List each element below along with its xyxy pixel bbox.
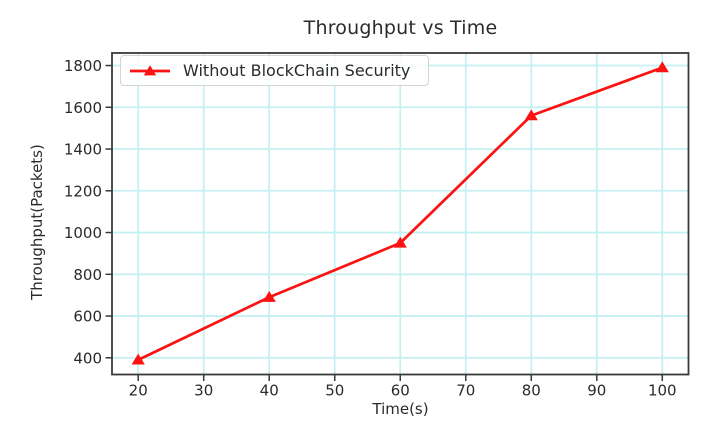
legend-line-marker-icon — [130, 64, 170, 75]
series-marker-triangle — [524, 109, 538, 121]
legend: Without BlockChain Security — [120, 55, 429, 86]
y-axis-label: Throughput(Packets) — [28, 144, 46, 300]
y-tick-label: 1000 — [64, 224, 102, 242]
y-tick-label: 1600 — [64, 99, 102, 117]
x-tick-label: 90 — [587, 382, 606, 400]
series-marker-triangle — [262, 291, 276, 302]
y-tick-label: 400 — [73, 349, 102, 367]
x-tick-label: 30 — [194, 382, 213, 400]
series-marker-triangle — [131, 353, 145, 365]
series-marker-triangle — [655, 61, 669, 73]
x-axis-label: Time(s) — [372, 400, 429, 418]
x-tick-label: 40 — [260, 382, 279, 400]
x-tick-label: 80 — [522, 382, 541, 400]
x-tick-label: 100 — [648, 382, 677, 400]
legend-sample-marker — [143, 64, 157, 75]
x-tick-label: 60 — [391, 382, 410, 400]
chart-title: Throughput vs Time — [303, 17, 498, 39]
x-tick-label: 70 — [456, 382, 475, 400]
y-tick-label: 1200 — [64, 182, 102, 200]
series-marker-triangle — [393, 236, 407, 248]
x-tick-label: 20 — [129, 382, 148, 400]
x-tick-label: 50 — [325, 382, 344, 400]
y-tick-label: 600 — [73, 308, 102, 326]
y-tick-label: 1400 — [64, 141, 102, 159]
y-tick-label: 1800 — [64, 57, 102, 75]
legend-label: Without BlockChain Security — [183, 61, 411, 80]
y-tick-label: 800 — [73, 266, 102, 284]
